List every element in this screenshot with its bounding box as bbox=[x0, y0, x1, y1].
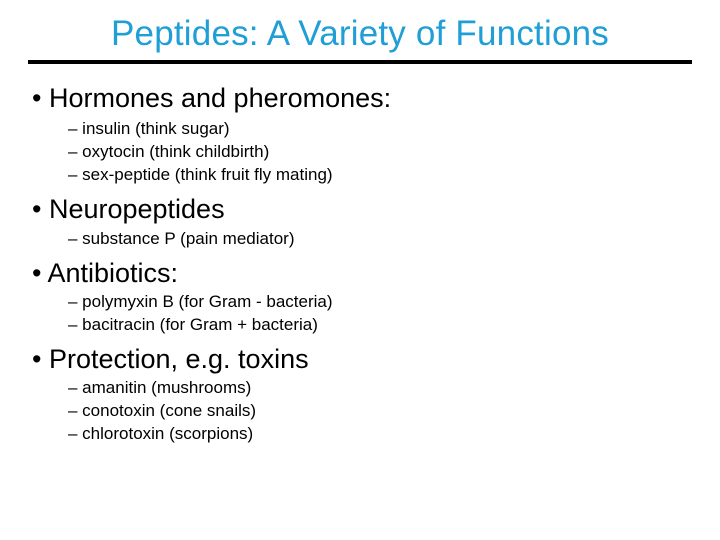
list-item: – amanitin (mushrooms) bbox=[68, 377, 692, 400]
section-heading: • Antibiotics: bbox=[32, 257, 692, 289]
slide-content: • Hormones and pheromones: – insulin (th… bbox=[28, 82, 692, 446]
list-item: – substance P (pain mediator) bbox=[68, 228, 692, 251]
list-item: – chlorotoxin (scorpions) bbox=[68, 423, 692, 446]
section-sublist: – insulin (think sugar) – oxytocin (thin… bbox=[32, 118, 692, 187]
section-sublist: – polymyxin B (for Gram - bacteria) – ba… bbox=[32, 291, 692, 337]
list-item: – oxytocin (think childbirth) bbox=[68, 141, 692, 164]
title-divider bbox=[28, 60, 692, 64]
list-item: – conotoxin (cone snails) bbox=[68, 400, 692, 423]
section-heading: • Hormones and pheromones: bbox=[32, 82, 692, 114]
list-item: – bacitracin (for Gram + bacteria) bbox=[68, 314, 692, 337]
section-sublist: – amanitin (mushrooms) – conotoxin (cone… bbox=[32, 377, 692, 446]
section-sublist: – substance P (pain mediator) bbox=[32, 228, 692, 251]
list-item: – insulin (think sugar) bbox=[68, 118, 692, 141]
slide-container: Peptides: A Variety of Functions • Hormo… bbox=[0, 0, 720, 540]
list-item: – polymyxin B (for Gram - bacteria) bbox=[68, 291, 692, 314]
slide-title: Peptides: A Variety of Functions bbox=[28, 14, 692, 54]
section-heading: • Neuropeptides bbox=[32, 193, 692, 225]
section-heading: • Protection, e.g. toxins bbox=[32, 343, 692, 375]
list-item: – sex-peptide (think fruit fly mating) bbox=[68, 164, 692, 187]
